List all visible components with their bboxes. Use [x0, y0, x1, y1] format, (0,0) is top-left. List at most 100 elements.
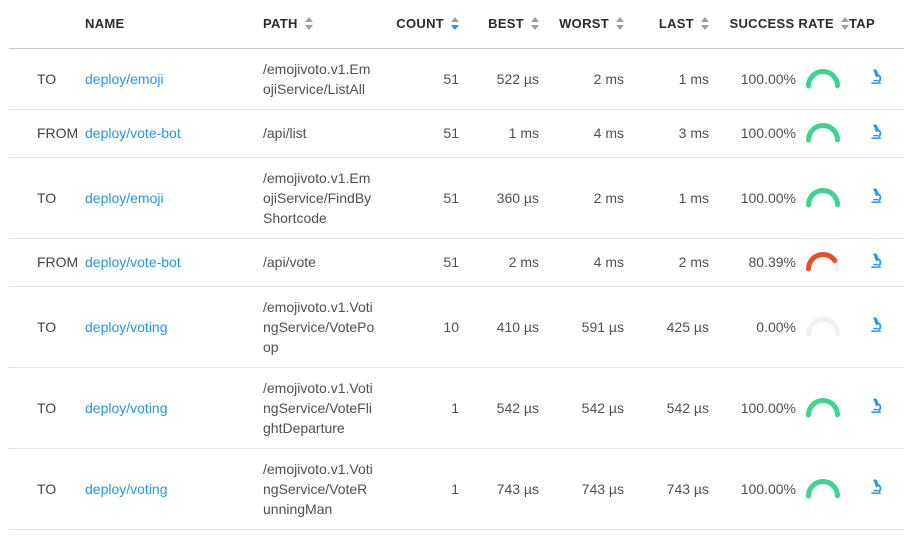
count-cell: 51 — [393, 238, 459, 287]
sort-arrows-icon[interactable] — [701, 17, 709, 31]
tap-cell — [849, 367, 904, 449]
count-cell: 1 — [393, 367, 459, 449]
tap-button[interactable] — [866, 476, 888, 498]
last-cell: 1 ms — [624, 157, 709, 239]
resource-link[interactable]: deploy/emoji — [85, 70, 164, 87]
direction-cell: TO — [9, 48, 85, 110]
success-rate-value: 100.00% — [740, 125, 796, 141]
direction-cell: FROM — [9, 109, 85, 158]
tap-button[interactable] — [866, 314, 888, 336]
sort-arrows-icon[interactable] — [616, 17, 624, 31]
path-cell: /api/list — [263, 109, 393, 158]
column-header-success_rate[interactable]: SUCCESS RATE — [709, 0, 849, 49]
tap-button[interactable] — [866, 66, 888, 88]
tap-button[interactable] — [866, 185, 888, 207]
column-header-label: LAST — [658, 16, 694, 32]
path-cell: /emojivoto.v1.VotingService/VoteRunningM… — [263, 448, 393, 530]
tap-button[interactable] — [866, 395, 888, 417]
tap-cell — [849, 157, 904, 239]
last-cell: 542 µs — [624, 367, 709, 449]
sort-arrows-icon[interactable] — [841, 17, 849, 31]
sort-desc-icon[interactable] — [616, 25, 624, 31]
path-text: /emojivoto.v1.EmojiService/ListAll — [263, 60, 371, 97]
sort-desc-icon[interactable] — [304, 25, 313, 31]
last-cell: 1 ms — [624, 48, 709, 110]
path-cell: /emojivoto.v1.EmojiService/ListAll — [263, 48, 393, 110]
sort-arrows-icon[interactable] — [531, 17, 539, 31]
success-rate-cell: 100.00% — [709, 48, 849, 110]
last-cell: 3 ms — [624, 109, 709, 158]
success-rate-value: 0.00% — [756, 318, 796, 335]
path-text: /api/list — [263, 125, 307, 141]
tap-microscope-icon — [870, 252, 881, 268]
tap-cell — [849, 48, 904, 110]
resource-link[interactable]: deploy/voting — [85, 318, 168, 335]
success-rate-gauge-icon — [806, 187, 840, 207]
count-cell: 51 — [393, 157, 459, 239]
column-header-worst[interactable]: WORST — [539, 0, 624, 49]
column-header-count[interactable]: COUNT — [393, 0, 459, 49]
direction-cell: TO — [9, 157, 85, 239]
success-rate-value: 100.00% — [740, 70, 796, 87]
tap-button[interactable] — [866, 250, 888, 272]
table-row: TO deploy/emoji/emojivoto.v1.EmojiService… — [9, 157, 904, 239]
routes-metrics-table: NAME PATH COUNT BEST WORST LAST SUCCESS RATE TA… — [9, 0, 904, 530]
column-header-label: COUNT — [396, 16, 444, 32]
sort-arrows-icon[interactable] — [304, 17, 313, 31]
path-cell: /emojivoto.v1.VotingService/VotePoop — [263, 286, 393, 368]
tap-cell — [849, 448, 904, 530]
success-rate-gauge-icon — [806, 397, 840, 417]
table-row: TO deploy/voting/emojivoto.v1.VotingServi… — [9, 286, 904, 368]
success-rate-value: 100.00% — [740, 480, 796, 497]
path-text: /emojivoto.v1.VotingService/VoteRunningM… — [263, 460, 373, 517]
column-header-label: WORST — [559, 16, 609, 32]
table-body: TO deploy/emoji/emojivoto.v1.EmojiService… — [9, 48, 904, 530]
direction-cell: TO — [9, 367, 85, 449]
table-row: TO deploy/voting/emojivoto.v1.VotingServi… — [9, 448, 904, 530]
sort-asc-icon[interactable] — [841, 17, 849, 23]
sort-asc-icon[interactable] — [616, 17, 624, 23]
sort-desc-icon[interactable] — [701, 25, 709, 31]
success-rate-gauge-icon — [806, 68, 840, 88]
success-rate-cell: 100.00% — [709, 109, 849, 158]
sort-asc-icon[interactable] — [531, 17, 539, 23]
tap-microscope-icon — [870, 123, 881, 139]
column-header-last[interactable]: LAST — [624, 0, 709, 49]
sort-desc-icon[interactable] — [451, 25, 459, 31]
count-cell: 10 — [393, 286, 459, 368]
best-cell: 522 µs — [459, 48, 539, 110]
table-row: TO deploy/voting/emojivoto.v1.VotingServi… — [9, 367, 904, 449]
table-row: FROM deploy/vote-bot/api/list 51 1 ms 4 ms 3 … — [9, 109, 904, 158]
resource-link[interactable]: deploy/emoji — [85, 189, 164, 206]
sort-asc-icon[interactable] — [701, 17, 709, 23]
path-text: /emojivoto.v1.EmojiService/FindByShortco… — [263, 169, 372, 226]
success-rate-cell: 100.00% — [709, 157, 849, 239]
path-cell: /emojivoto.v1.EmojiService/FindByShortco… — [263, 157, 393, 239]
count-cell: 1 — [393, 448, 459, 530]
best-cell: 2 ms — [459, 238, 539, 287]
path-cell: /emojivoto.v1.VotingService/VoteFlightDe… — [263, 367, 393, 449]
name-cell: deploy/voting — [85, 286, 263, 368]
column-header-best[interactable]: BEST — [459, 0, 539, 49]
worst-cell: 4 ms — [539, 238, 624, 287]
tap-microscope-icon — [870, 479, 881, 494]
tap-button[interactable] — [866, 121, 888, 143]
best-cell: 743 µs — [459, 448, 539, 530]
last-cell: 425 µs — [624, 286, 709, 368]
direction-cell: TO — [9, 448, 85, 530]
sort-desc-icon[interactable] — [841, 25, 849, 31]
sort-desc-icon[interactable] — [531, 25, 539, 31]
sort-asc-icon[interactable] — [304, 17, 313, 23]
worst-cell: 591 µs — [539, 286, 624, 368]
column-header-path[interactable]: PATH — [263, 0, 393, 49]
resource-link[interactable]: deploy/voting — [85, 399, 168, 416]
tap-cell — [849, 286, 904, 368]
resource-link[interactable]: deploy/voting — [85, 480, 168, 497]
resource-link[interactable]: deploy/vote-bot — [85, 254, 181, 270]
best-cell: 360 µs — [459, 157, 539, 239]
sort-arrows-icon[interactable] — [451, 17, 459, 31]
resource-link[interactable]: deploy/vote-bot — [85, 125, 181, 141]
worst-cell: 2 ms — [539, 48, 624, 110]
sort-asc-icon[interactable] — [451, 17, 459, 23]
